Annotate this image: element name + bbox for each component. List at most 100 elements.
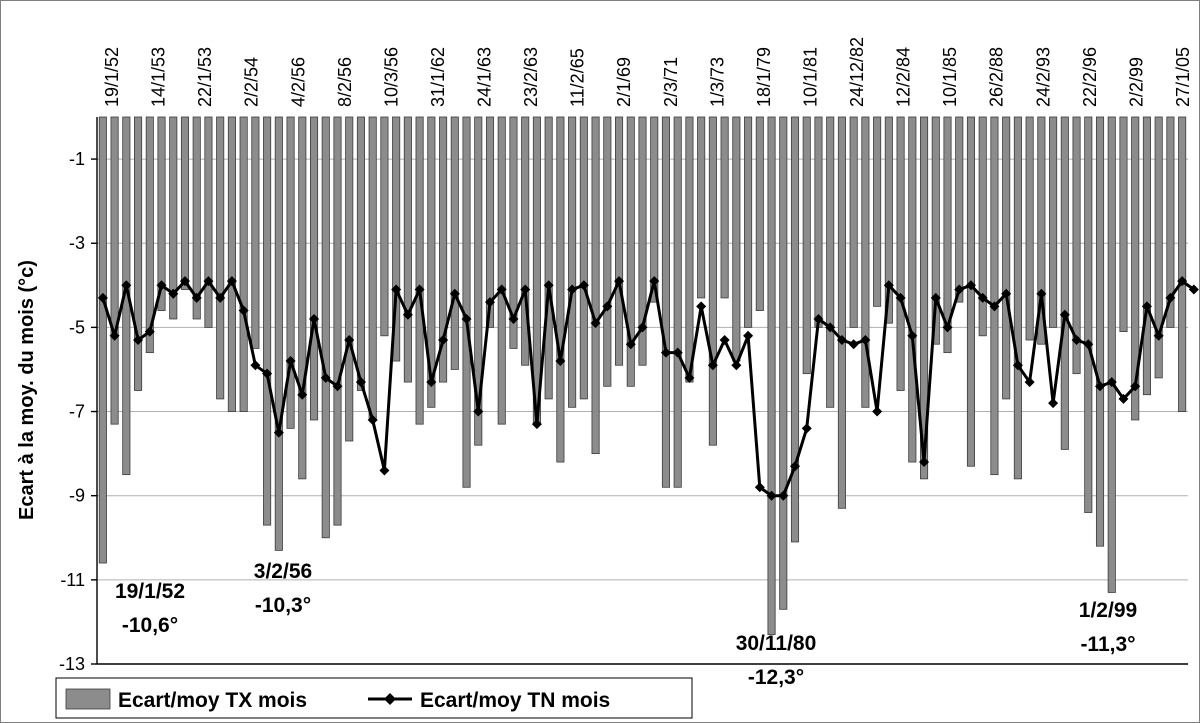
legend-tx-swatch [65,688,111,710]
tn-point [238,305,249,316]
tn-point [309,313,320,324]
tx-bar [1060,116,1069,450]
tn-point [743,330,754,341]
tx-bar [896,116,905,391]
tn-point [1165,292,1176,303]
tn-point [438,335,449,346]
x-tick-label: 24/1/63 [475,47,495,107]
tn-point [660,347,671,358]
x-tick-label: 31/1/62 [428,47,448,107]
legend-tn-marker [384,693,396,705]
tn-point [766,490,777,501]
tx-bar [978,116,987,337]
tn-point [1130,381,1141,392]
tn-point [965,280,976,291]
tn-point [977,292,988,303]
x-tick-label: 24/12/82 [847,37,867,107]
tx-bar [708,116,717,446]
tx-bar [509,116,518,349]
tx-bar [1049,116,1058,328]
tn-point [1036,288,1047,299]
y-tick-label: -5 [69,317,85,337]
tn-point [543,280,554,291]
tn-point [355,377,366,388]
tx-bar [615,116,624,366]
tx-bar [755,116,764,311]
tx-bar [1013,116,1022,480]
tn-point [1001,288,1012,299]
tn-point [1083,339,1094,350]
tn-point [179,276,190,287]
tn-point [168,288,179,299]
tn-point [625,339,636,350]
tx-bar [180,116,190,290]
tx-bar [216,116,225,400]
tx-bar [544,116,553,400]
annotation-date: 1/2/99 [1079,599,1137,622]
tn-line [101,279,1195,498]
x-tick-label: 26/2/88 [987,47,1007,107]
tx-bar [474,116,483,446]
x-tick-label: 22/1/53 [195,47,215,107]
tx-bar [1037,116,1046,345]
tn-point [825,322,836,333]
tn-point [109,330,120,341]
tn-point [250,360,261,371]
tx-bar [779,116,788,610]
tn-point [508,313,519,324]
tn-point [121,280,132,291]
tx-bar [908,116,917,463]
tn-point [1153,330,1164,341]
tn-point [813,313,824,324]
tx-bar [462,116,471,488]
tn-point [203,276,214,287]
tn-point [696,301,707,312]
tn-point [133,335,144,346]
tn-point [262,368,273,379]
tn-point [860,335,871,346]
tx-bar [309,116,319,421]
x-tick-label: 11/2/65 [568,48,588,107]
x-tick-label: 22/2/96 [1080,47,1100,107]
tx-bar [427,116,436,408]
tx-bar [661,116,670,488]
tx-bar [1131,116,1140,421]
x-tick-label: 24/2/93 [1033,47,1053,107]
tx-bar [263,116,272,526]
x-tick-label: 10/3/56 [381,47,401,107]
annotation-value: -10,6° [122,614,178,637]
tn-point [379,465,390,476]
tx-bar [990,116,999,476]
y-tick-label: -11 [60,570,85,590]
tn-point [555,356,566,367]
tx-bar [1178,116,1187,412]
x-tick-label: 12/2/84 [894,47,914,107]
tx-bar [98,116,107,564]
tx-bar [931,116,940,345]
x-tick-label: 18/1/79 [754,47,774,107]
y-axis-label: Ecart à la moy. du mois (°c) [16,260,38,520]
tn-point [1059,309,1070,320]
tx-bar [192,116,201,320]
legend-tx-label: Ecart/moy TX mois [118,689,307,712]
tx-bar [1025,116,1034,341]
tn-point [496,284,507,295]
tn-point [567,284,578,295]
tn-point [402,309,413,320]
tx-bar [1072,116,1081,375]
tx-bar [556,116,565,463]
y-tick-label: -1 [69,149,85,169]
tx-bar [415,116,424,425]
x-tick-label: 1/3/73 [707,57,727,107]
tx-bar [1119,116,1128,332]
x-tick-label: 23/2/63 [521,47,541,107]
tn-point [1177,276,1188,287]
tn-point [97,292,108,303]
tx-bar [802,116,811,375]
x-tick-label: 2/1/69 [614,57,634,107]
tn-point [297,389,308,400]
tn-point [801,423,812,434]
tx-bar [145,116,154,354]
tx-bar [1002,116,1011,400]
